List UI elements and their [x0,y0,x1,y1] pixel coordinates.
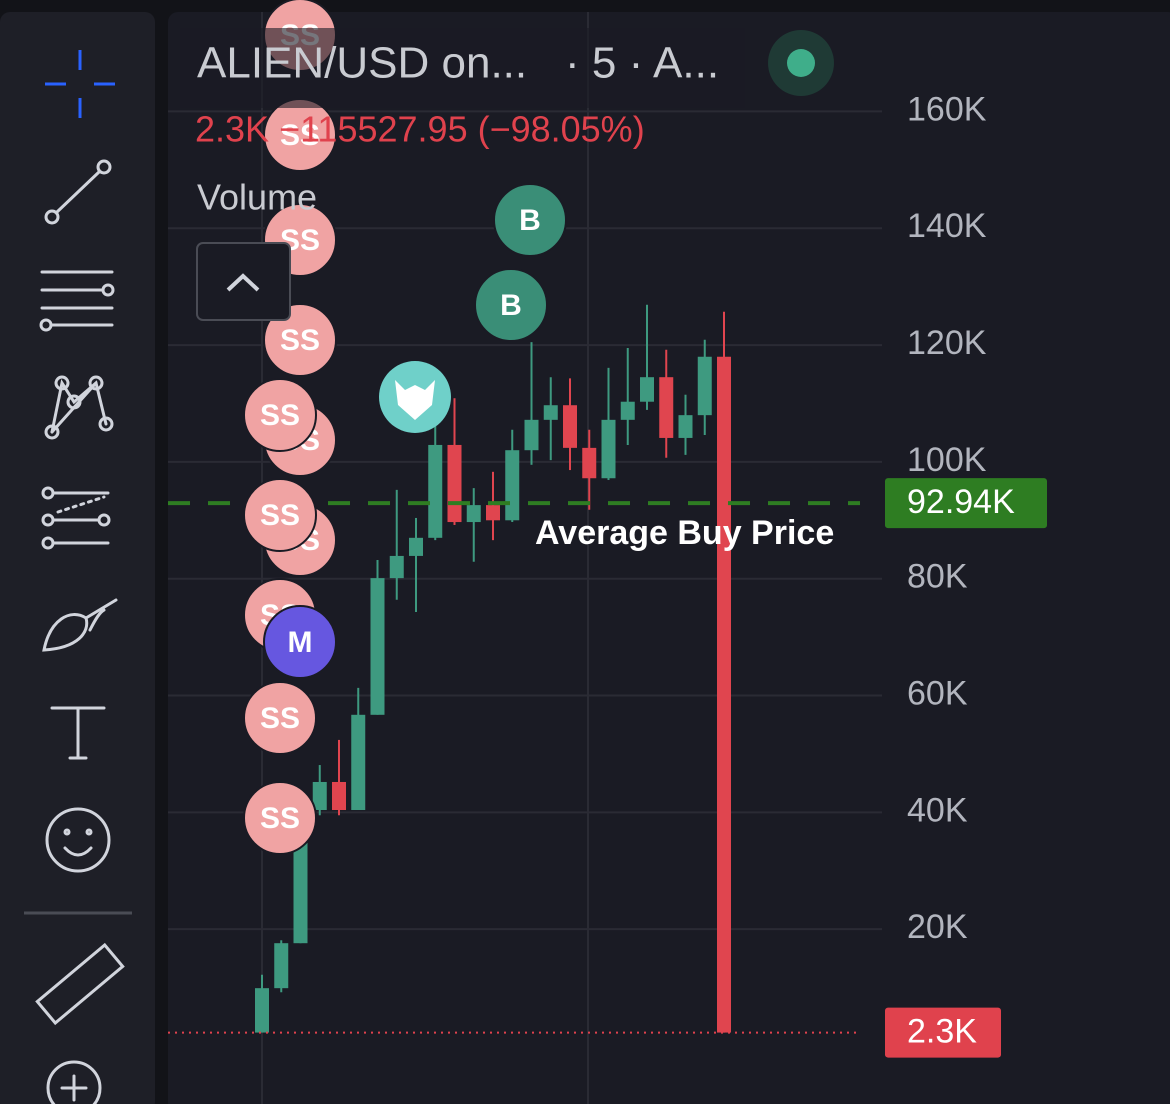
y-tick-label: 60K [907,675,968,713]
symbol: ALIEN/USD on... [197,39,527,88]
candle-body [312,781,327,811]
candle-body [293,829,308,944]
volume-label: Volume [197,177,317,218]
owl-icon [395,380,435,420]
price-change: 2.3K −115527.95 (−98.05%) [195,109,645,150]
trade-marker-label: SS [260,499,300,532]
candle-body [543,405,558,420]
candle-body [620,401,635,420]
candle-body [332,781,346,811]
collapse-icon [226,273,260,292]
candle-body [678,415,693,438]
trade-marker [243,478,317,552]
trade-marker [263,303,337,377]
crosshair-tool[interactable] [45,50,115,118]
candle-body [428,444,443,538]
trade-marker-label: SS [260,802,300,835]
candle-body [486,505,500,521]
chart-panel [168,12,1170,1104]
candle-body [274,943,289,989]
price-tag [885,478,1047,529]
collapse-button[interactable] [196,242,291,321]
trade-marker-label: B [519,204,541,237]
y-tick-label: 140K [907,207,987,245]
trade-marker [243,681,317,755]
text-tool[interactable] [50,706,106,760]
candle-body [601,419,616,479]
candle-body [582,447,597,479]
y-tick-label: 100K [907,441,987,479]
trade-marker-label: SS [260,399,300,432]
trade-marker [243,378,317,452]
trade-marker [243,781,317,855]
price-tag-label: 92.94K [907,483,1015,521]
y-tick-label: 80K [907,558,968,596]
candle-body [466,505,481,523]
toolbar [0,12,155,1104]
brush-tool[interactable] [42,598,118,652]
trade-marker-label: M [288,626,313,659]
candle-body [717,356,731,1033]
price-tag [885,1007,1001,1058]
trade-marker-label: B [500,289,522,322]
y-tick-label: 120K [907,324,987,362]
chart-header: ALIEN/USD on... · 5 · A... 2.3K −115527.… [180,28,834,321]
tool-icons[interactable] [24,50,132,1104]
ruler-tool[interactable] [35,942,125,1026]
fib-tool[interactable] [41,486,111,550]
price-tag-label: 2.3K [907,1013,977,1051]
candle-body [370,578,385,715]
trade-marker [263,605,337,679]
status-dot [787,49,815,77]
trade-marker-label: SS [280,119,320,152]
candle-body [563,405,577,448]
candle-body [505,450,520,521]
candle-body [659,377,674,438]
candle-body [447,444,462,523]
candle-body [697,356,712,416]
candle-body [351,714,366,811]
pattern-tool[interactable] [44,375,114,440]
y-tick-label: 160K [907,90,987,128]
interval: · 5 · A... [565,39,719,88]
trend-line-tool[interactable] [44,159,112,225]
candle-body [524,419,539,451]
trade-marker-label: SS [280,324,320,357]
trade-marker-label: SS [260,702,300,735]
candle-body [640,377,654,402]
horizontal-lines-tool[interactable] [39,270,115,332]
y-tick-label: 40K [907,791,968,829]
zoom-tool[interactable] [46,1060,102,1104]
candle-body [409,537,423,556]
annotation: Average Buy Price [535,514,834,552]
emoji-tool[interactable] [45,807,111,873]
y-tick-label: 20K [907,908,968,946]
header-backdrop [180,28,745,108]
trade-marker [493,183,567,257]
trade-marker [474,268,548,342]
candle-body [255,988,269,1033]
candle-body [389,555,404,579]
